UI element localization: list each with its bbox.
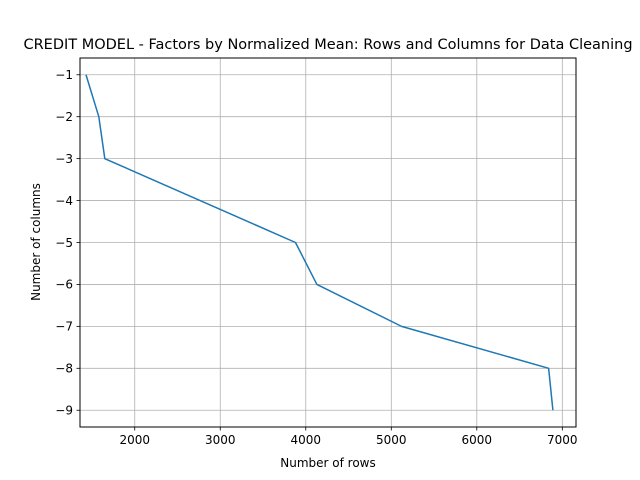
y-tick-label: −2: [55, 110, 73, 124]
y-tick-label: −4: [55, 194, 73, 208]
y-tick-label: −6: [55, 278, 73, 292]
grid: [80, 58, 576, 427]
x-axis-label: Number of rows: [280, 456, 375, 470]
y-axis-label: Number of columns: [29, 183, 43, 301]
x-tick-label: 5000: [376, 433, 407, 447]
x-tick-label: 6000: [462, 433, 493, 447]
x-tick-label: 7000: [547, 433, 578, 447]
x-tick-label: 2000: [119, 433, 150, 447]
y-tick-label: −8: [55, 362, 73, 376]
chart-title: CREDIT MODEL - Factors by Normalized Mea…: [23, 37, 632, 53]
series-line: [85, 74, 554, 411]
y-tick-label: −5: [55, 236, 73, 250]
x-tick-label: 3000: [205, 433, 236, 447]
y-tick-label: −9: [55, 404, 73, 418]
y-tick-label: −7: [55, 320, 73, 334]
series-group: [85, 74, 554, 411]
x-tick-label: 4000: [290, 433, 321, 447]
x-axis: 2000 3000 4000 5000 6000 7000: [119, 427, 578, 447]
y-tick-label: −1: [55, 68, 73, 82]
y-axis: −1 −2 −3 −4 −5 −6 −7 −8 −9: [55, 68, 80, 418]
y-tick-label: −3: [55, 152, 73, 166]
